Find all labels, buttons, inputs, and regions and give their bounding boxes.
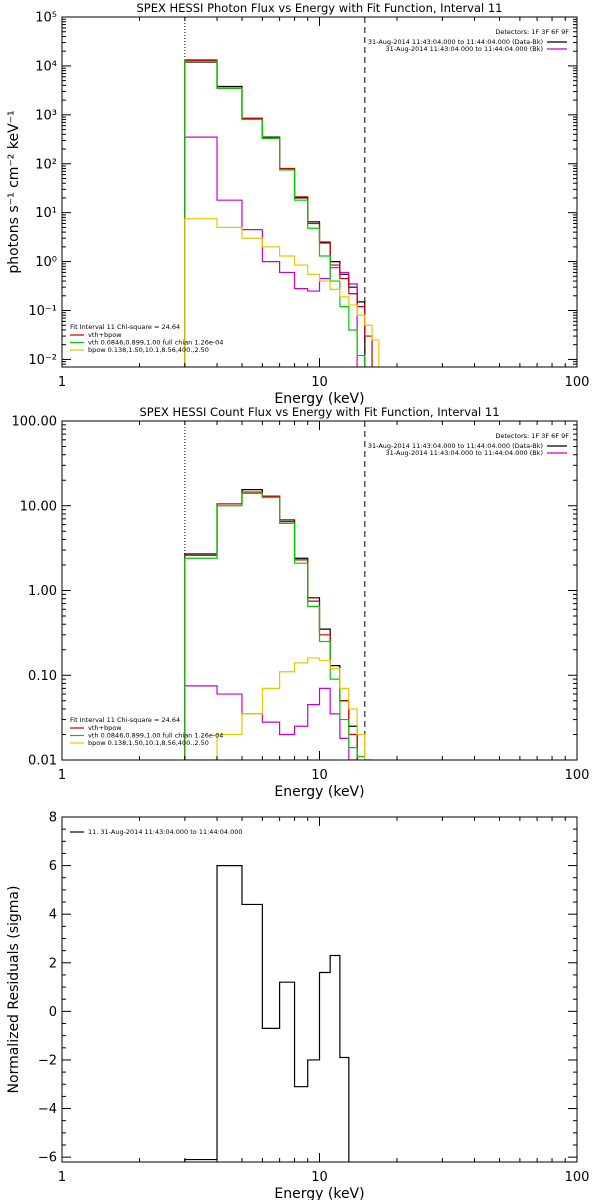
series-line: [185, 137, 357, 367]
legend-header: Fit Interval 11 Chi-square = 24.64: [70, 716, 180, 724]
y-tick-label: 10⁻²: [28, 353, 57, 368]
series-line: [185, 658, 372, 760]
x-axis-label: Energy (keV): [274, 1186, 364, 1200]
plot-area: [185, 421, 372, 760]
series-line: [185, 490, 357, 760]
y-tick-label: 10¹: [35, 206, 57, 221]
axes-frame: [62, 421, 577, 760]
series-data: [185, 490, 357, 760]
legend-entry-text: 11. 31-Aug-2014 11:43:04.000 to 11:44:04…: [88, 828, 243, 836]
y-tick-label: 0.01: [28, 754, 57, 769]
series-total: [185, 60, 372, 367]
series-line: [185, 866, 349, 1162]
chart-title: SPEX HESSI Count Flux vs Energy with Fit…: [139, 405, 499, 419]
x-tick-label: 1: [58, 375, 66, 390]
panel-photon: SPEX HESSI Photon Flux vs Energy with Fi…: [6, 1, 589, 407]
figure-svg: SPEX HESSI Photon Flux vs Energy with Fi…: [0, 0, 600, 1200]
axes-frame: [62, 17, 577, 367]
series-bpow: [185, 658, 372, 760]
y-tick-label: 10³: [35, 108, 57, 123]
x-tick-label: 100: [565, 768, 590, 783]
x-tick-label: 10: [311, 1170, 328, 1185]
series-background: [185, 686, 357, 760]
legend-top: Detectors: 1F 3F 6F 9F 31-Aug-2014 11:43:…: [368, 28, 569, 53]
legend-entry-text: 31-Aug-2014 11:43:04.000 to 11:44:04.000…: [386, 45, 543, 53]
spex-figure: SPEX HESSI Photon Flux vs Energy with Fi…: [0, 0, 600, 1200]
legend-header: Detectors: 1F 3F 6F 9F: [495, 432, 569, 440]
y-tick-label: 10⁴: [35, 59, 57, 74]
series-vth: [185, 493, 372, 760]
series-line: [185, 686, 357, 760]
legend-bottom: Fit Interval 11 Chi-square = 24.64vth+bp…: [70, 716, 223, 747]
plot-area: [185, 17, 379, 379]
y-tick-label: 10.00: [20, 499, 57, 514]
legend-bottom: Fit Interval 11 Chi-square = 24.64vth+bp…: [70, 323, 223, 354]
y-tick-label: 2: [49, 956, 57, 971]
chart-title: SPEX HESSI Photon Flux vs Energy with Fi…: [136, 1, 502, 15]
series-data: [185, 866, 349, 1162]
y-tick-label: 100.00: [12, 415, 58, 430]
series-line: [185, 62, 365, 367]
x-tick-label: 10: [311, 768, 328, 783]
y-tick-label: 10⁰: [35, 255, 57, 270]
legend-entry-text: 31-Aug-2014 11:43:04.000 to 11:44:04.000…: [386, 449, 543, 457]
y-tick-label: 0: [49, 1005, 57, 1020]
series-line: [185, 493, 372, 760]
y-tick-label: 1.00: [28, 584, 57, 599]
legend-header: Detectors: 1F 3F 6F 9F: [495, 28, 569, 36]
series-line: [185, 60, 372, 367]
y-tick-label: 10⁻¹: [28, 304, 57, 319]
legend-header: Fit Interval 11 Chi-square = 24.64: [70, 323, 180, 331]
panel-count: SPEX HESSI Count Flux vs Energy with Fit…: [12, 405, 590, 800]
y-tick-label: −6: [38, 1151, 57, 1166]
legend-top: Detectors: 1F 3F 6F 9F 31-Aug-2014 11:43:…: [368, 432, 569, 457]
y-axis-label: photons s⁻¹ cm⁻² keV⁻¹: [6, 110, 22, 273]
y-tick-label: 6: [49, 859, 57, 874]
y-tick-label: −4: [38, 1102, 57, 1117]
series-line: [185, 492, 357, 760]
legend-entry-text: bpow 0.138,1.50,10.1,8.56,400.,2.50: [88, 739, 209, 747]
y-tick-label: 10⁵: [35, 11, 57, 26]
legend: 11. 31-Aug-2014 11:43:04.000 to 11:44:04…: [70, 828, 243, 836]
y-tick-label: 0.10: [28, 669, 57, 684]
y-tick-label: −2: [38, 1053, 57, 1068]
y-axis-label: Normalized Residuals (sigma): [6, 886, 22, 1094]
y-tick-label: 4: [49, 908, 57, 923]
y-tick-label: 8: [49, 811, 57, 826]
x-tick-label: 100: [565, 375, 590, 390]
panel-residuals: 1 10 100 −6 −4 −2 0 2 4 6 8 Energy (keV) Normalized …: [6, 811, 589, 1201]
y-tick-label: 10²: [35, 157, 57, 172]
x-tick-label: 10: [311, 375, 328, 390]
legend-entry-text: bpow 0.138,1.50,10.1,8.56,400.,2.50: [88, 346, 209, 354]
x-axis-label: Energy (keV): [274, 784, 364, 800]
series-total: [185, 492, 357, 760]
x-tick-label: 100: [565, 1170, 590, 1185]
series-data: [185, 62, 365, 367]
plot-area: [185, 866, 349, 1162]
x-tick-label: 1: [58, 768, 66, 783]
x-tick-label: 1: [58, 1170, 66, 1185]
series-background: [185, 137, 357, 367]
